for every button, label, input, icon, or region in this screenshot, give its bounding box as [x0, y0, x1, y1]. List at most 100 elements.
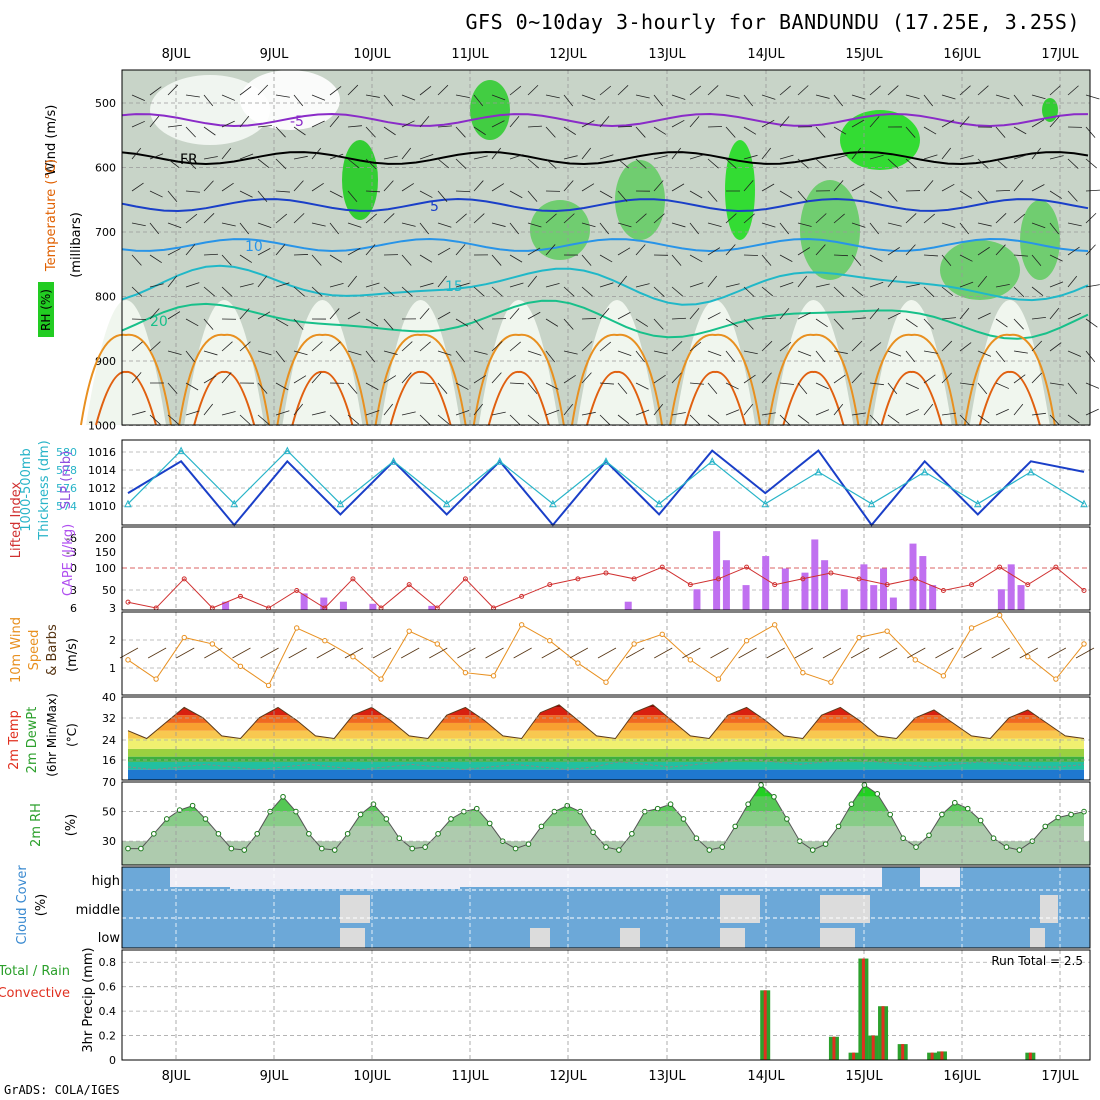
y-tick-label: 150 — [95, 546, 116, 559]
rh-point — [318, 845, 325, 852]
wind-speed-point — [518, 622, 525, 628]
wind-barb — [437, 247, 451, 256]
wind-barb — [743, 374, 756, 384]
li-point — [715, 576, 721, 582]
wind-barb — [1031, 119, 1045, 128]
wind-barb — [977, 275, 988, 288]
wind-barb — [1031, 254, 1042, 267]
wind-barb — [419, 414, 431, 425]
y-tick-label: 200 — [95, 532, 116, 545]
li-point — [997, 564, 1003, 570]
wind-barb — [689, 382, 704, 385]
cloud-low — [1030, 928, 1045, 948]
wind-barb — [203, 212, 215, 224]
precip-convective-bar — [763, 990, 767, 1060]
wind-barb — [869, 154, 884, 160]
cape-bar — [762, 556, 770, 610]
wind-barb — [833, 213, 845, 224]
rh-point — [228, 845, 235, 852]
date-label-top: 17JUL — [1041, 47, 1079, 62]
wind-barb — [485, 647, 504, 659]
wind-barb — [1067, 246, 1080, 256]
panel-label: 10m Wind — [9, 617, 24, 683]
wind-barb — [437, 311, 451, 320]
wind-speed-point — [322, 638, 328, 644]
wind-barb — [455, 244, 466, 256]
thickness-point — [602, 457, 610, 465]
wind-barb — [473, 318, 484, 330]
wind-barb — [473, 94, 484, 107]
wind-barb — [311, 411, 326, 416]
wind-speed-point — [743, 638, 750, 644]
wind-barb — [563, 126, 576, 135]
wind-barb — [761, 94, 776, 100]
rh-point — [667, 801, 674, 807]
cape-bar — [339, 601, 347, 610]
wind-barb — [599, 190, 613, 199]
wind-barb — [293, 94, 304, 107]
wind-barb — [1049, 222, 1060, 235]
rh-point — [784, 816, 790, 822]
wind-barb — [617, 350, 632, 356]
wind-barb — [167, 190, 178, 203]
wind-barb — [941, 94, 956, 100]
wind-barb — [581, 183, 595, 192]
wind-barb — [1013, 154, 1028, 160]
rh-point — [306, 830, 312, 837]
wind-barb — [869, 190, 883, 199]
wind-barb — [509, 254, 523, 263]
wind-barb — [725, 244, 736, 256]
y-tick-label: 50 — [102, 806, 116, 819]
wind-barb — [581, 286, 593, 297]
wind-barb — [689, 254, 703, 263]
wind-barb — [779, 414, 791, 426]
wind-barb — [257, 125, 272, 128]
wind-barb — [761, 183, 775, 192]
rh-point — [1055, 814, 1061, 821]
wind-speed-point — [687, 657, 694, 663]
rh-point — [564, 802, 571, 809]
rh-point — [1003, 844, 1010, 850]
wind-speed-point — [603, 679, 609, 685]
wind-barb — [815, 318, 828, 328]
wind-barb — [437, 190, 448, 202]
y-tick-label: 0.2 — [99, 1030, 117, 1043]
wind-barb — [149, 86, 162, 96]
wind-panel-frame — [121, 611, 1091, 696]
isotherm — [865, 333, 958, 426]
wind-barb — [275, 213, 288, 224]
thickness-point — [283, 446, 292, 455]
wind-barb — [401, 372, 412, 384]
wind-barb — [941, 147, 952, 160]
wind-barb — [761, 254, 772, 266]
li-point — [800, 576, 806, 582]
wind-barb — [311, 120, 325, 128]
wind-barb — [959, 281, 974, 288]
wind-barb — [815, 382, 829, 390]
wind-barb — [545, 213, 557, 224]
wind-barb — [1031, 412, 1046, 416]
wind-barb — [1019, 647, 1038, 659]
wind-barb — [851, 147, 862, 160]
wind-barb — [293, 350, 308, 356]
isotherm — [684, 370, 747, 426]
cloud-panel-frame — [121, 866, 1091, 949]
cape-bar — [1007, 564, 1015, 610]
wind-barb — [545, 283, 560, 288]
wind-barb — [794, 647, 814, 659]
wind-barb — [581, 120, 595, 128]
wind-barb — [293, 286, 305, 297]
wind-barb — [851, 119, 865, 128]
wind-barb — [563, 318, 574, 330]
precip-convective-bar — [940, 1051, 944, 1060]
wind-barb — [383, 155, 398, 160]
li-point — [406, 582, 412, 588]
y-tick-label: 1016 — [88, 446, 116, 459]
wind-barb — [599, 254, 613, 263]
wind-speed-point — [575, 660, 581, 666]
li-point — [912, 576, 918, 582]
cape-bar — [909, 543, 917, 610]
cape-bar — [811, 539, 819, 610]
rh-point — [396, 835, 403, 842]
wind-barb — [329, 414, 341, 425]
